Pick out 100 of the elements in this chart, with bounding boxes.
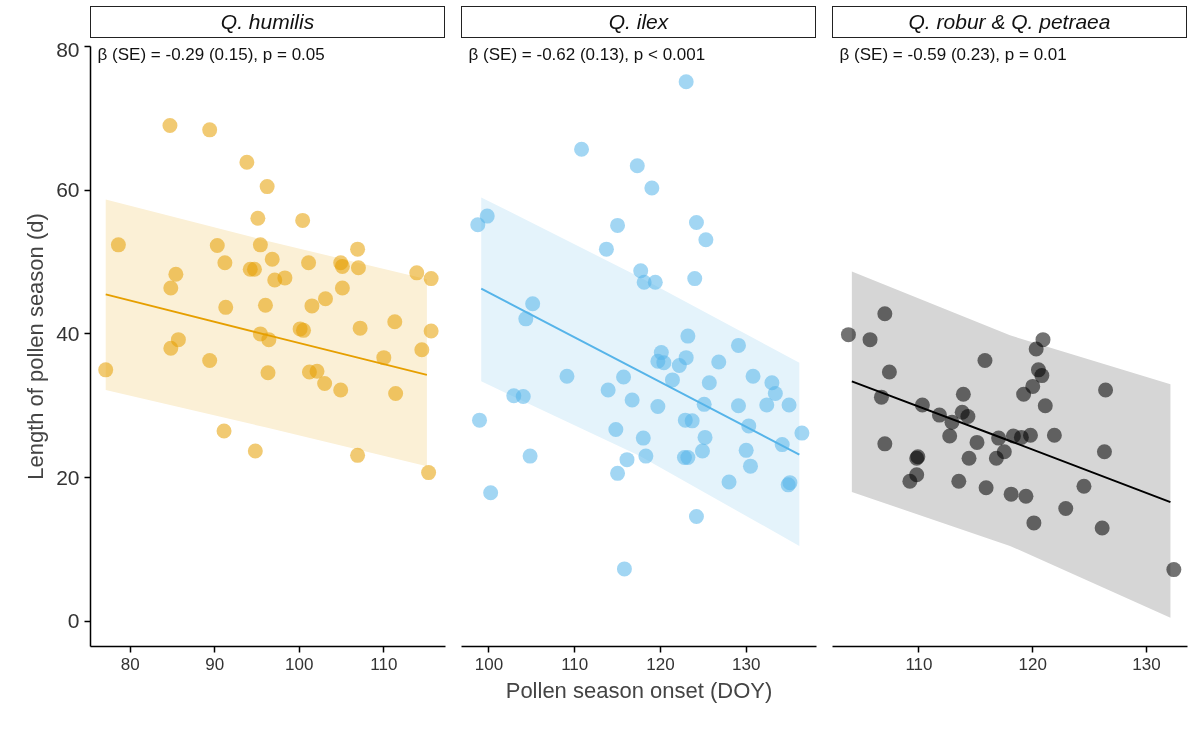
x-tick-label: 100: [474, 654, 504, 674]
point: [873, 389, 889, 405]
point: [352, 320, 368, 336]
point: [902, 473, 918, 489]
point: [277, 270, 293, 286]
point: [931, 407, 947, 423]
x-tick-label: 110: [561, 654, 589, 674]
point: [216, 423, 232, 439]
point: [261, 332, 277, 348]
point: [955, 386, 971, 402]
point: [1098, 382, 1114, 398]
point: [862, 332, 878, 348]
point: [988, 450, 1004, 466]
chart-title: Q. humilis: [220, 9, 315, 35]
point: [1022, 427, 1038, 443]
point: [951, 473, 967, 489]
x-tick-label: 110: [905, 654, 933, 674]
y-tick-label: 20: [56, 465, 80, 489]
chart-title: Q. ilex: [608, 9, 669, 35]
point: [960, 409, 976, 425]
point: [209, 238, 225, 254]
point: [350, 260, 366, 276]
point: [98, 362, 114, 378]
annotation: β (SE) = -0.29 (0.15), p = 0.05: [97, 44, 325, 64]
y-axis-title: Length of pollen season (d): [23, 213, 49, 480]
point: [252, 237, 268, 253]
point: [423, 271, 439, 287]
point: [969, 434, 985, 450]
point: [218, 299, 234, 315]
point: [163, 280, 179, 296]
point: [247, 443, 263, 459]
point: [1094, 520, 1110, 536]
point: [942, 428, 958, 444]
point: [264, 251, 280, 267]
point: [881, 364, 897, 380]
point: [944, 414, 960, 430]
x-tick-label: 130: [732, 654, 761, 674]
annotation: β (SE) = -0.62 (0.13), p < 0.001: [468, 44, 706, 64]
point: [309, 363, 325, 379]
point: [246, 261, 262, 277]
point: [296, 322, 311, 338]
x-axis-title: Pollen season onset (DOY): [505, 677, 773, 703]
point: [334, 280, 350, 296]
point: [1026, 515, 1042, 531]
point: [1076, 478, 1092, 494]
annotation: β (SE) = -0.59 (0.23), p = 0.01: [839, 44, 1067, 64]
chart-title: Q. robur & Q. petraea: [908, 9, 1111, 35]
point: [1058, 501, 1074, 517]
point: [1016, 386, 1032, 402]
point: [877, 306, 893, 322]
point: [333, 382, 349, 398]
point: [317, 376, 333, 391]
point: [977, 353, 993, 368]
point: [1096, 444, 1112, 460]
point: [259, 179, 275, 195]
point: [295, 212, 311, 228]
point: [409, 265, 425, 281]
point: [163, 340, 179, 356]
point: [978, 480, 994, 496]
point: [110, 237, 126, 253]
point: [388, 386, 404, 402]
point: [414, 342, 430, 358]
point: [1018, 488, 1034, 504]
point: [423, 323, 439, 339]
point: [202, 353, 218, 368]
x-tick-label: 120: [1018, 654, 1047, 674]
point: [260, 365, 276, 381]
point: [304, 298, 320, 314]
x-tick-label: 80: [120, 654, 140, 674]
point: [317, 291, 333, 307]
point: [250, 210, 266, 226]
point: [840, 327, 856, 343]
point: [350, 241, 366, 257]
x-tick-label: 110: [370, 654, 398, 674]
y-tick-label: 80: [56, 37, 80, 61]
y-tick-label: 60: [56, 178, 80, 202]
point: [217, 255, 233, 271]
point: [877, 436, 893, 452]
point: [350, 447, 366, 463]
y-tick-label: 0: [67, 609, 80, 633]
point: [376, 350, 392, 366]
point: [1035, 332, 1051, 348]
x-tick-label: 100: [285, 654, 314, 674]
point: [991, 430, 1007, 446]
point: [202, 122, 218, 138]
point: [1034, 368, 1050, 384]
point: [421, 465, 437, 481]
x-tick-label: 120: [646, 654, 675, 674]
point: [1166, 562, 1182, 578]
point: [387, 314, 403, 330]
point: [168, 266, 184, 282]
point: [1037, 398, 1053, 414]
point: [1025, 378, 1041, 394]
y-tick-label: 40: [56, 321, 80, 345]
point: [1003, 486, 1019, 502]
x-tick-label: 130: [1132, 654, 1161, 674]
point: [914, 397, 930, 413]
point: [257, 297, 273, 313]
point: [239, 154, 255, 170]
point: [1046, 427, 1062, 443]
